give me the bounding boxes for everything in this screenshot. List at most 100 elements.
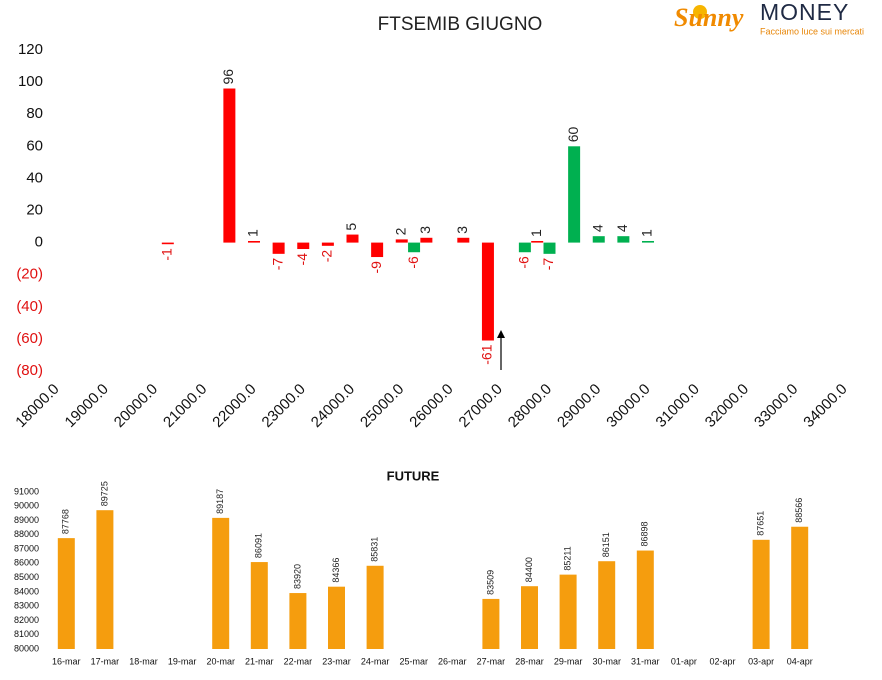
bar <box>420 237 433 243</box>
y-tick-label: 85000 <box>14 572 39 582</box>
bar <box>617 236 630 243</box>
x-tick-label: 21-mar <box>245 656 274 666</box>
data-label: 96 <box>220 69 236 85</box>
data-label: 83920 <box>292 564 302 589</box>
x-tick-label: 03-apr <box>748 656 774 666</box>
bar <box>297 242 310 250</box>
x-tick-label: 25-mar <box>399 656 428 666</box>
data-label: 3 <box>417 226 433 234</box>
data-label: -61 <box>479 344 495 364</box>
y-tick-label: 89000 <box>14 515 39 525</box>
bar <box>592 236 605 243</box>
bar <box>531 240 544 243</box>
x-tick-label: 29-mar <box>554 656 583 666</box>
data-label: -7 <box>540 258 556 271</box>
bar <box>791 526 809 649</box>
x-tick-label: 34000.0 <box>800 381 850 431</box>
y-tick-label: 83000 <box>14 601 39 611</box>
data-label: 89725 <box>99 481 109 506</box>
bar <box>57 538 75 649</box>
data-label: 83509 <box>485 570 495 595</box>
data-label: -9 <box>368 261 384 274</box>
data-label: -7 <box>269 258 285 271</box>
data-label: 3 <box>454 226 470 234</box>
data-label: 85211 <box>562 546 572 570</box>
bar <box>521 586 538 649</box>
x-tick-label: 29000.0 <box>554 381 604 431</box>
x-tick-label: 31-mar <box>631 656 660 666</box>
x-tick-label: 26-mar <box>438 656 467 666</box>
bar <box>642 240 654 243</box>
x-tick-label: 28000.0 <box>505 381 555 431</box>
y-tick-label: 87000 <box>14 543 39 553</box>
x-tick-label: 18000.0 <box>12 381 62 431</box>
data-label: 87768 <box>61 509 71 534</box>
y-tick-label: 0 <box>35 234 43 251</box>
bar <box>371 242 384 258</box>
x-tick-label: 28-mar <box>515 656 544 666</box>
bar <box>96 510 114 649</box>
bar <box>289 593 307 649</box>
x-tick-label: 27-mar <box>477 656 506 666</box>
y-tick-label: 60 <box>26 137 43 154</box>
data-label: -4 <box>294 253 310 266</box>
bar <box>328 586 345 649</box>
x-tick-label: 31000.0 <box>653 381 703 431</box>
chart-title: FTSEMIB GIUGNO <box>378 14 543 35</box>
y-tick-label: 81000 <box>14 629 39 639</box>
x-tick-label: 18-mar <box>129 656 158 666</box>
bar <box>212 517 230 649</box>
bar <box>518 242 531 253</box>
y-tick-label: 86000 <box>14 558 39 568</box>
data-label: 85831 <box>369 537 379 562</box>
x-tick-label: 01-apr <box>671 656 697 666</box>
data-label: 1 <box>245 229 261 237</box>
bar <box>366 565 384 649</box>
bar <box>636 550 654 649</box>
data-label: -6 <box>516 256 532 269</box>
bar <box>223 88 236 243</box>
y-tick-label: 88000 <box>14 529 39 539</box>
x-tick-label: 25000.0 <box>357 381 407 431</box>
y-tick-label: 91000 <box>14 486 39 496</box>
bar <box>321 242 334 246</box>
x-tick-label: 22000.0 <box>209 381 259 431</box>
x-tick-label: 32000.0 <box>702 381 752 431</box>
data-label: 86151 <box>601 532 611 557</box>
bar <box>568 146 581 243</box>
y-tick-label: 84000 <box>14 586 39 596</box>
data-label: 1 <box>528 229 544 237</box>
x-tick-label: 24-mar <box>361 656 390 666</box>
bar <box>250 562 268 649</box>
y-tick-label: 80 <box>26 105 43 122</box>
x-tick-label: 30000.0 <box>603 381 653 431</box>
data-label: 86898 <box>640 522 650 547</box>
x-tick-label: 26000.0 <box>406 381 456 431</box>
x-tick-label: 33000.0 <box>751 381 801 431</box>
x-tick-label: 30-mar <box>592 656 621 666</box>
data-label: 2 <box>392 227 408 235</box>
y-tick-label: 20 <box>26 201 43 218</box>
x-tick-label: 21000.0 <box>160 381 210 431</box>
y-tick-label: (20) <box>16 266 43 283</box>
x-tick-label: 16-mar <box>52 656 81 666</box>
data-label: 84366 <box>331 558 341 583</box>
bar <box>395 239 408 243</box>
bar <box>752 539 770 649</box>
x-tick-label: 17-mar <box>91 656 120 666</box>
logo-sun <box>693 5 707 19</box>
data-label: 87651 <box>755 511 765 536</box>
y-tick-label: (80) <box>16 362 43 379</box>
bar <box>598 561 616 649</box>
data-label: 88566 <box>794 498 804 523</box>
arrow-head <box>497 330 505 338</box>
x-tick-label: 22-mar <box>284 656 313 666</box>
bar <box>272 242 285 254</box>
logo: Sunny MONEY Facciamo luce sui mercati <box>674 0 864 36</box>
bar <box>559 574 577 649</box>
y-tick-label: 90000 <box>14 501 39 511</box>
logo-name: MONEY <box>760 0 849 25</box>
data-label: -2 <box>319 250 335 263</box>
data-label: 60 <box>565 127 581 143</box>
